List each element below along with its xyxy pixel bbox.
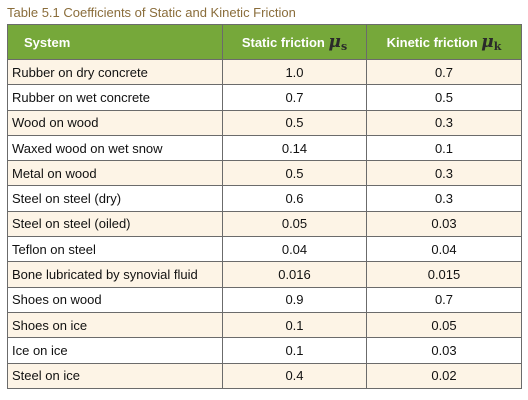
table-row: Teflon on steel 0.04 0.04	[7, 236, 522, 263]
table-row: Ice on ice 0.1 0.03	[7, 337, 522, 364]
cell-kinetic-friction: 0.015	[366, 261, 522, 288]
cell-system: Shoes on ice	[7, 311, 223, 339]
table-row: Shoes on wood 0.9 0.7	[7, 286, 522, 313]
cell-system: Steel on steel (oiled)	[7, 210, 223, 238]
table-row: Shoes on ice 0.1 0.05	[7, 311, 522, 339]
cell-kinetic-friction: 0.7	[366, 286, 522, 313]
table-row: Metal on wood 0.5 0.3	[7, 160, 522, 187]
cell-kinetic-friction: 0.1	[366, 134, 522, 162]
table-row: Rubber on wet concrete 0.7 0.5	[7, 84, 522, 111]
cell-kinetic-friction: 0.5	[366, 84, 522, 111]
static-mu-symbol: μ	[328, 31, 341, 52]
cell-static-friction: 0.016	[222, 261, 367, 288]
table-row: Steel on steel (dry) 0.6 0.3	[7, 185, 522, 212]
cell-kinetic-friction: 0.03	[366, 210, 522, 238]
table-row: Steel on ice 0.4 0.02	[7, 362, 522, 389]
cell-system: Ice on ice	[7, 337, 223, 364]
kinetic-mu-subscript: k	[493, 39, 502, 53]
cell-system: Rubber on wet concrete	[7, 84, 223, 111]
cell-static-friction: 1.0	[222, 58, 367, 86]
cell-static-friction: 0.7	[222, 84, 367, 111]
header-static-label: Static friction	[241, 34, 325, 50]
cell-kinetic-friction: 0.04	[366, 236, 522, 263]
cell-static-friction: 0.4	[222, 362, 367, 389]
cell-system: Bone lubricated by synovial fluid	[7, 261, 223, 288]
header-kinetic-friction: Kinetic friction μk	[366, 24, 522, 60]
table-row: Bone lubricated by synovial fluid 0.016 0.…	[7, 261, 522, 288]
table-body: Rubber on dry concrete 1.0 0.7 Rubber on we…	[7, 58, 522, 389]
cell-system: Rubber on dry concrete	[7, 58, 223, 86]
cell-system: Teflon on steel	[7, 236, 223, 263]
cell-system: Metal on wood	[7, 160, 223, 187]
header-kinetic-label: Kinetic friction	[386, 34, 478, 50]
cell-system: Wood on wood	[7, 109, 223, 136]
cell-kinetic-friction: 0.3	[366, 185, 522, 212]
cell-static-friction: 0.05	[222, 210, 367, 238]
cell-system: Steel on steel (dry)	[7, 185, 223, 212]
cell-static-friction: 0.5	[222, 109, 367, 136]
cell-kinetic-friction: 0.05	[366, 311, 522, 339]
cell-static-friction: 0.6	[222, 185, 367, 212]
kinetic-mu-symbol: μ	[481, 31, 494, 52]
cell-static-friction: 0.9	[222, 286, 367, 313]
table-row: Rubber on dry concrete 1.0 0.7	[7, 58, 522, 86]
cell-system: Steel on ice	[7, 362, 223, 389]
table-header: System Static friction μs Kinetic fricti…	[7, 24, 522, 60]
cell-static-friction: 0.04	[222, 236, 367, 263]
header-row: System Static friction μs Kinetic fricti…	[7, 24, 522, 60]
header-system: System	[7, 24, 223, 60]
cell-kinetic-friction: 0.3	[366, 109, 522, 136]
cell-kinetic-friction: 0.7	[366, 58, 522, 86]
cell-static-friction: 0.5	[222, 160, 367, 187]
table-row: Wood on wood 0.5 0.3	[7, 109, 522, 136]
cell-system: Shoes on wood	[7, 286, 223, 313]
cell-static-friction: 0.1	[222, 311, 367, 339]
cell-kinetic-friction: 0.03	[366, 337, 522, 364]
table-caption: Table 5.1 Coefficients of Static and Kin…	[7, 5, 296, 20]
friction-table: System Static friction μs Kinetic fricti…	[7, 24, 522, 389]
cell-system: Waxed wood on wet snow	[7, 134, 223, 162]
cell-kinetic-friction: 0.02	[366, 362, 522, 389]
cell-static-friction: 0.1	[222, 337, 367, 364]
cell-kinetic-friction: 0.3	[366, 160, 522, 187]
table-row: Steel on steel (oiled) 0.05 0.03	[7, 210, 522, 238]
header-static-friction: Static friction μs	[222, 24, 367, 60]
header-system-label: System	[24, 34, 71, 50]
table-row: Waxed wood on wet snow 0.14 0.1	[7, 134, 522, 162]
cell-static-friction: 0.14	[222, 134, 367, 162]
static-mu-subscript: s	[340, 39, 348, 53]
